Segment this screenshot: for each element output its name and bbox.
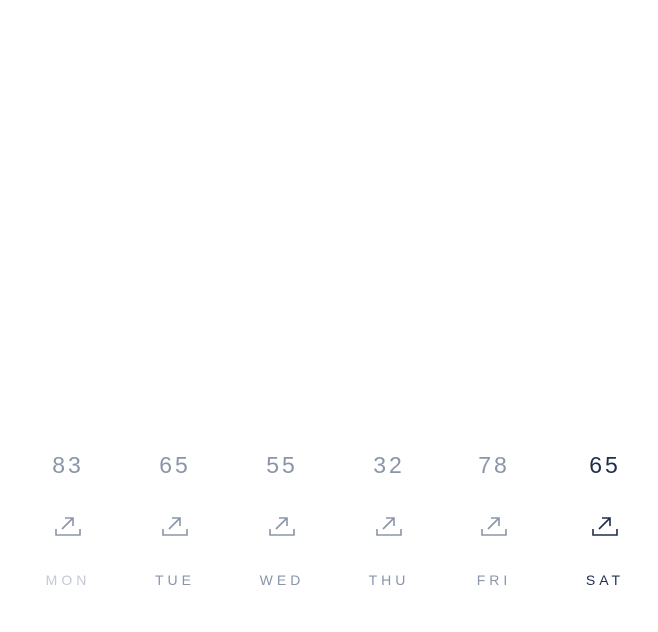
day-label: THU [368,572,410,588]
day-label: FRI [476,572,512,588]
share-arrow-icon[interactable] [479,510,509,540]
day-item-fri[interactable]: 78 FRI [441,440,547,610]
day-value: 65 [159,452,191,478]
day-label: TUE [155,572,195,588]
day-value: 78 [478,452,510,478]
day-value: 32 [373,452,405,478]
day-value: 83 [52,452,84,478]
share-arrow-icon[interactable] [267,510,297,540]
day-item-tue[interactable]: 65 TUE [122,440,228,610]
day-label: WED [259,572,305,588]
share-arrow-icon[interactable] [53,510,83,540]
share-arrow-icon[interactable] [374,510,404,540]
day-item-wed[interactable]: 55 WED [229,440,335,610]
day-item-thu[interactable]: 32 THU [336,440,442,610]
day-value: 55 [266,452,298,478]
day-item-sat[interactable]: 65 SAT [552,440,658,610]
day-stats-row: 83 MON 65 TUE 55 WED 32 THU 78 FRI 65 [0,440,658,610]
share-arrow-icon[interactable] [590,510,620,540]
day-value: 65 [589,452,621,478]
share-arrow-icon[interactable] [160,510,190,540]
day-label: SAT [585,572,625,588]
day-label: MON [45,572,91,588]
day-item-mon[interactable]: 83 MON [15,440,121,610]
